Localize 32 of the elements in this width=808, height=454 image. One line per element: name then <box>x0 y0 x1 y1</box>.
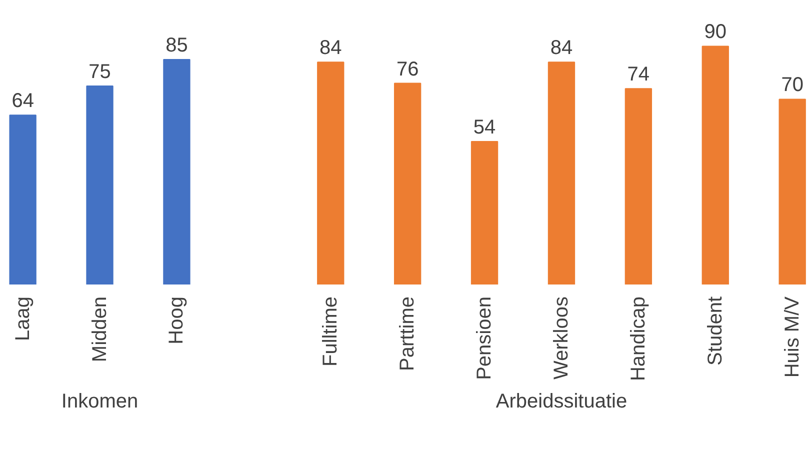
data-label: 76 <box>396 58 419 80</box>
bar <box>9 114 36 284</box>
data-label: 75 <box>88 60 111 83</box>
bar <box>624 88 652 284</box>
text: Arbeidssituatie <box>496 390 628 412</box>
data-label: 84 <box>550 37 573 60</box>
x-tick-label: Midden <box>88 296 111 362</box>
x-tick-label: Werkloos <box>550 296 572 380</box>
data-label: 84 <box>320 37 342 60</box>
x-tick-label: Parttime <box>396 296 419 371</box>
x-tick-label: Handicap <box>627 296 650 381</box>
data-label: 54 <box>473 116 496 139</box>
text: Inkomen <box>61 390 138 412</box>
data-label: 85 <box>166 34 188 56</box>
x-tick-label: Student <box>704 296 726 366</box>
x-tick-label: Fulltime <box>320 296 342 367</box>
x-tick-label: Huis M/V <box>781 296 804 378</box>
x-tick-label: Pensioen <box>474 296 496 380</box>
bar <box>470 141 498 284</box>
bar <box>548 62 576 284</box>
x-tick-label: Hoog <box>166 296 188 344</box>
bar <box>394 82 422 284</box>
data-label: 70 <box>781 74 804 96</box>
bar <box>778 98 806 284</box>
data-label: 90 <box>704 21 727 44</box>
bar <box>702 46 729 284</box>
data-label: 74 <box>627 64 650 86</box>
data-label: 64 <box>12 90 34 112</box>
bar <box>86 85 114 284</box>
bar <box>163 58 190 284</box>
x-tick-label: Laag <box>12 296 34 341</box>
bar <box>317 62 344 284</box>
